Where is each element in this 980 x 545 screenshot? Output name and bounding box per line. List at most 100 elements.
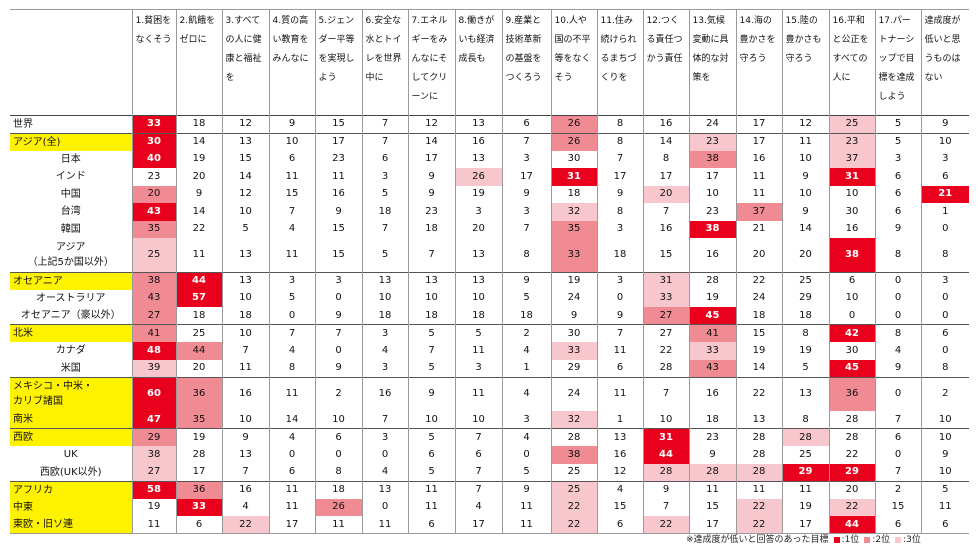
data-cell: 0 — [874, 307, 921, 325]
data-cell: 0 — [268, 446, 315, 464]
table-row: 西欧 29 19 9 4 6 3 5 7 4 28 13 31 23 28 28 28 6 10 — [10, 428, 969, 446]
data-cell: 28 — [828, 411, 875, 429]
data-cell: 16 — [454, 132, 502, 151]
data-cell: 44 — [828, 516, 875, 534]
data-cell: 9 — [874, 359, 921, 377]
data-cell: 23 — [688, 428, 736, 446]
data-cell: 5 — [407, 324, 455, 342]
row-label: カナダ — [55, 345, 86, 357]
data-cell: 10 — [221, 324, 269, 342]
data-cell: 8 — [920, 359, 969, 377]
sdg-achievement-table: 1.貧困をなくそう 2.飢餓をゼロに 3.すべての人に健康と福祉を 4.質の高い教育を… — [10, 9, 969, 534]
data-cell: 22 — [828, 498, 875, 516]
data-cell: 10 — [920, 428, 969, 446]
data-cell: 15 — [735, 324, 782, 342]
data-cell: 10 — [642, 411, 689, 429]
data-cell: 7 — [596, 324, 643, 342]
data-cell: 6 — [874, 168, 921, 186]
data-cell: 7 — [501, 220, 551, 238]
data-cell: 20 — [175, 168, 222, 186]
data-cell: 9 — [501, 271, 551, 290]
column-header: 6.安全な水とトイレを世界中に — [361, 9, 408, 116]
data-cell: 22 — [735, 271, 782, 290]
data-cell: 11 — [131, 516, 176, 534]
data-cell: 3 — [874, 150, 921, 168]
data-cell: 10 — [407, 411, 455, 429]
data-cell: 11 — [268, 498, 315, 516]
data-cell: 23 — [828, 132, 875, 151]
data-cell: 14 — [642, 132, 689, 151]
data-cell: 15 — [314, 238, 362, 272]
data-cell: 9 — [920, 446, 969, 464]
data-cell: 8 — [920, 238, 969, 272]
data-cell: 1 — [596, 411, 643, 429]
data-cell: 11 — [314, 168, 362, 186]
table-row: 日本 40 19 15 6 23 6 17 13 3 30 7 8 38 16 10 37 3 3 — [10, 150, 969, 168]
data-cell: 30 — [828, 203, 875, 221]
data-cell: 10 — [454, 411, 502, 429]
data-cell: 19 — [781, 498, 829, 516]
data-cell: 28 — [735, 463, 782, 481]
data-cell: 5 — [407, 359, 455, 377]
column-header: 8.働きがいも経済成長も — [454, 9, 502, 116]
data-cell: 9 — [550, 307, 597, 325]
data-cell: 14 — [268, 411, 315, 429]
data-cell: 4 — [268, 342, 315, 360]
data-cell: 7 — [454, 428, 502, 446]
row-label: メキシコ・中米・ カリブ諸国 — [10, 376, 132, 411]
data-cell: 11 — [407, 480, 455, 499]
data-cell: 9 — [781, 203, 829, 221]
data-cell: 0 — [920, 220, 969, 238]
data-cell: 28 — [781, 428, 829, 446]
data-cell: 32 — [550, 411, 597, 429]
row-label: UK — [63, 449, 78, 461]
data-cell: 11 — [268, 376, 315, 411]
data-cell: 10 — [314, 411, 362, 429]
data-cell: 8 — [596, 203, 643, 221]
data-cell: 8 — [781, 324, 829, 342]
data-cell: 4 — [361, 342, 408, 360]
data-cell: 17 — [688, 516, 736, 534]
table-row: インド 23 20 14 11 11 3 9 26 17 31 17 17 17 11 9 31 6 6 — [10, 168, 969, 186]
data-cell: 6 — [874, 516, 921, 534]
data-cell: 6 — [407, 516, 455, 534]
data-cell: 25 — [550, 463, 597, 481]
data-cell: 45 — [828, 359, 875, 377]
data-cell: 19 — [175, 428, 222, 446]
data-cell: 1 — [920, 203, 969, 221]
data-cell: 43 — [131, 203, 176, 221]
data-cell: 3 — [454, 203, 502, 221]
data-cell: 8 — [596, 132, 643, 151]
column-header: 13.気候変動に具体的な対策を — [688, 9, 736, 116]
data-cell: 9 — [874, 220, 921, 238]
data-cell: 0 — [314, 446, 362, 464]
data-cell: 13 — [596, 428, 643, 446]
data-cell: 17 — [268, 516, 315, 534]
data-cell: 17 — [407, 150, 455, 168]
data-cell: 38 — [828, 238, 875, 272]
data-cell: 38 — [131, 446, 176, 464]
data-cell: 26 — [454, 168, 502, 186]
data-cell: 27 — [642, 324, 689, 342]
data-cell: 18 — [361, 203, 408, 221]
data-cell: 36 — [175, 480, 222, 499]
data-cell: 0 — [874, 446, 921, 464]
data-cell: 10 — [221, 411, 269, 429]
data-cell: 15 — [314, 220, 362, 238]
data-cell: 33 — [550, 238, 597, 272]
data-cell: 18 — [361, 307, 408, 325]
data-cell: 24 — [550, 376, 597, 411]
data-cell: 27 — [131, 463, 176, 481]
data-cell: 11 — [407, 498, 455, 516]
legend-swatch — [833, 536, 840, 543]
column-header: 5.ジェンダー平等を実現しよう — [314, 9, 362, 116]
data-cell: 43 — [688, 359, 736, 377]
data-cell: 7 — [221, 463, 269, 481]
data-cell: 16 — [828, 220, 875, 238]
table-row: オセアニア（豪以外） 27 18 18 0 9 18 18 18 18 9 9 27 45 18 18 0 0 0 — [10, 307, 969, 325]
data-cell: 11 — [735, 185, 782, 203]
data-cell: 11 — [781, 132, 829, 151]
data-cell: 18 — [688, 411, 736, 429]
data-cell: 13 — [454, 238, 502, 272]
data-cell: 22 — [642, 516, 689, 534]
